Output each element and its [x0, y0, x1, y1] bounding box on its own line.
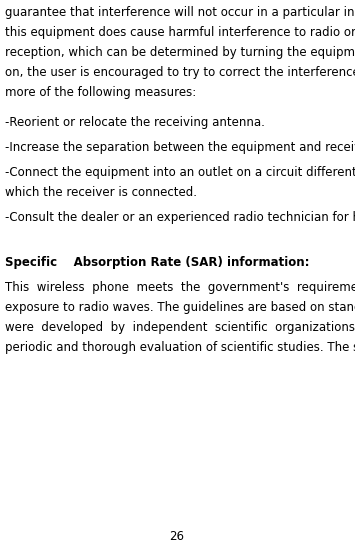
- Text: -Connect the equipment into an outlet on a circuit different from that to: -Connect the equipment into an outlet on…: [5, 166, 355, 179]
- Text: -Increase the separation between the equipment and receiver.: -Increase the separation between the equ…: [5, 141, 355, 154]
- Text: -Reorient or relocate the receiving antenna.: -Reorient or relocate the receiving ante…: [5, 116, 265, 129]
- Text: periodic and thorough evaluation of scientific studies. The standards: periodic and thorough evaluation of scie…: [5, 341, 355, 354]
- Text: 26: 26: [169, 530, 185, 543]
- Text: -Consult the dealer or an experienced radio technician for help.: -Consult the dealer or an experienced ra…: [5, 211, 355, 224]
- Text: Specific    Absorption Rate (SAR) information:: Specific Absorption Rate (SAR) informati…: [5, 256, 310, 269]
- Text: which the receiver is connected.: which the receiver is connected.: [5, 186, 197, 199]
- Text: more of the following measures:: more of the following measures:: [5, 86, 196, 99]
- Text: reception, which can be determined by turning the equipment off and: reception, which can be determined by tu…: [5, 46, 355, 59]
- Text: guarantee that interference will not occur in a particular installation. If: guarantee that interference will not occ…: [5, 6, 355, 19]
- Text: exposure to radio waves. The guidelines are based on standards that: exposure to radio waves. The guidelines …: [5, 301, 355, 314]
- Text: on, the user is encouraged to try to correct the interference by one or: on, the user is encouraged to try to cor…: [5, 66, 355, 79]
- Text: This  wireless  phone  meets  the  government's  requirements  for: This wireless phone meets the government…: [5, 281, 355, 294]
- Text: this equipment does cause harmful interference to radio or television: this equipment does cause harmful interf…: [5, 26, 355, 39]
- Text: were  developed  by  independent  scientific  organizations  through: were developed by independent scientific…: [5, 321, 355, 334]
